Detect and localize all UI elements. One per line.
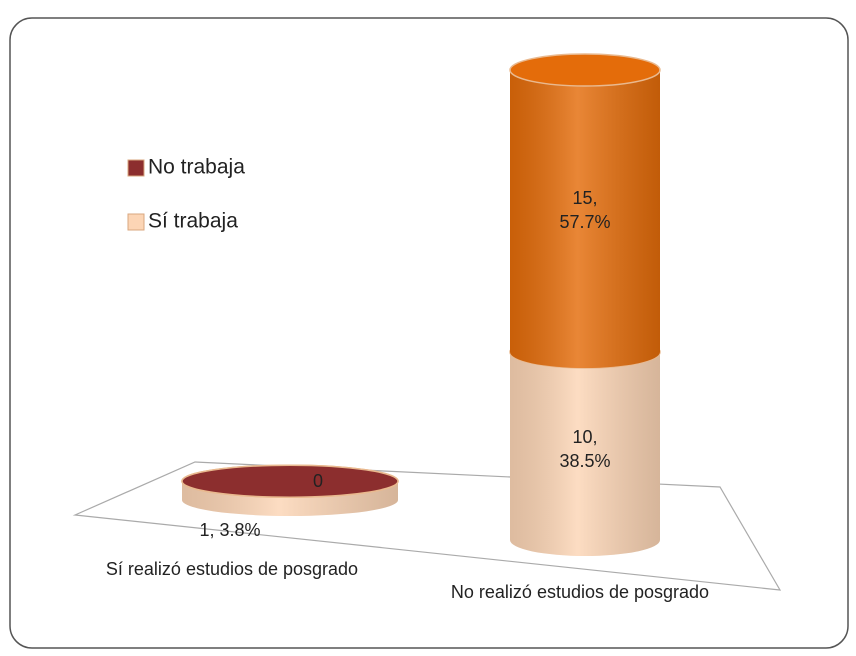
data-label: 10, 38.5%: [559, 427, 611, 471]
cylinder-shade: [510, 70, 660, 368]
legend-label: Sí trabaja: [148, 210, 238, 233]
cylinder-cap: [509, 53, 661, 87]
legend-label: No trabaja: [148, 156, 245, 179]
legend-swatch: [127, 159, 145, 177]
cylinder-shade: [182, 481, 398, 516]
data-label: 1, 3.8%: [199, 520, 261, 540]
data-label: 0: [312, 471, 323, 491]
category-label: No realizó estudios de posgrado: [451, 582, 709, 602]
cylinder-cap: [181, 464, 399, 498]
category-label: Sí realizó estudios de posgrado: [106, 559, 358, 579]
data-label: 15, 57.7%: [559, 188, 611, 232]
legend-swatch: [127, 213, 145, 231]
cylinder-shade: [510, 352, 660, 556]
